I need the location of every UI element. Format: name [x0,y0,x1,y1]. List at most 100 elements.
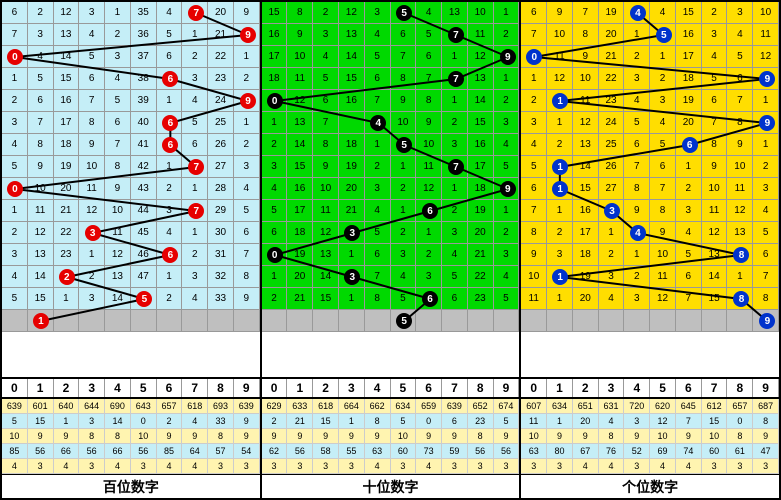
cell: 39 [131,90,157,112]
stat-cell: 9 [547,429,573,444]
stat-cell: 0 [131,414,157,429]
cell: 9 [79,134,105,156]
cell: 6 [2,2,28,24]
cell: 10 [28,178,54,200]
stat-cell: 52 [624,444,650,459]
cell: 1 [391,156,417,178]
cell: 6 [313,90,339,112]
cell: 5 [365,46,391,68]
stat-cell: 60 [391,444,417,459]
cell: 2 [624,46,650,68]
cell: 1 [2,200,28,222]
cell: 1 [753,134,779,156]
axis-digit: 5 [391,379,417,397]
stat-cell: 9 [753,429,779,444]
stat-cell: 9 [313,429,339,444]
stat-cell: 74 [676,444,702,459]
cell: 10 [573,68,599,90]
stat-cell: 5 [494,414,520,429]
cell: 3 [416,266,442,288]
cell [624,310,650,332]
cell [442,310,468,332]
cell [727,310,753,332]
stat-cell: 9 [494,429,520,444]
cell: 13 [313,244,339,266]
cell: 18 [468,178,494,200]
cell: 14 [54,46,80,68]
stat-cell: 639 [2,399,28,414]
panel-label: 个位数字 [521,475,779,498]
cell: 4 [28,46,54,68]
stat-cell: 64 [182,444,208,459]
cell: 8 [313,134,339,156]
axis-digit: 2 [54,379,80,397]
stat-cell: 56 [131,444,157,459]
cell: 9 [313,156,339,178]
stat-cell: 62 [262,444,288,459]
stat-cell: 3 [391,459,417,474]
cell: 47 [131,266,157,288]
cell: 5 [727,46,753,68]
stat-cell: 55 [339,444,365,459]
cell: 11 [468,24,494,46]
cell: 18 [676,68,702,90]
cell: 7 [753,266,779,288]
cell: 19 [599,2,625,24]
cell: 3 [2,244,28,266]
cell: 2 [105,24,131,46]
cell: 40 [131,112,157,134]
stat-cell: 4 [650,459,676,474]
cell: 26 [599,156,625,178]
cell: 3 [182,68,208,90]
cell: 6 [442,288,468,310]
cell: 21 [468,244,494,266]
cell: 21 [287,288,313,310]
cell: 23 [599,90,625,112]
cell: 1 [234,46,260,68]
cell: 10 [650,244,676,266]
cell: 2 [494,24,520,46]
cell: 9 [521,244,547,266]
cell: 8 [365,288,391,310]
cell: 13 [702,244,728,266]
cell: 6 [702,90,728,112]
cell: 4 [442,244,468,266]
stat-cell: 56 [79,444,105,459]
cell: 1 [2,68,28,90]
cell: 14 [702,266,728,288]
cell: 20 [676,112,702,134]
cell: 6 [365,68,391,90]
axis-digit: 8 [468,379,494,397]
stat-cell: 607 [521,399,547,414]
cell: 7 [391,46,417,68]
stats-section: 6396016406446906436576186936396296336186… [2,399,779,474]
stat-panel: 85566656665685645754 [2,444,262,459]
cell: 8 [702,134,728,156]
cell: 28 [208,178,234,200]
cell: 2 [650,68,676,90]
stat-panel: 1099891091089 [521,429,779,444]
stat-cell: 693 [208,399,234,414]
cell [521,310,547,332]
stat-cell: 5 [2,414,28,429]
ball: 7 [448,159,464,175]
stat-cell: 3 [494,459,520,474]
cell: 3 [494,244,520,266]
cell [262,310,288,332]
cell: 11 [727,178,753,200]
cell: 4 [494,134,520,156]
cell: 6 [28,90,54,112]
cell: 17 [262,46,288,68]
stat-cell: 1 [54,414,80,429]
cell: 17 [468,156,494,178]
cell: 15 [676,2,702,24]
cell: 7 [365,90,391,112]
stat-cell: 3 [753,459,779,474]
stat-cell: 657 [727,399,753,414]
cell: 1 [494,68,520,90]
stat-cell: 3 [547,459,573,474]
cell: 3 [79,288,105,310]
cell: 5 [521,156,547,178]
cell [573,310,599,332]
stat-cell: 4 [676,459,702,474]
